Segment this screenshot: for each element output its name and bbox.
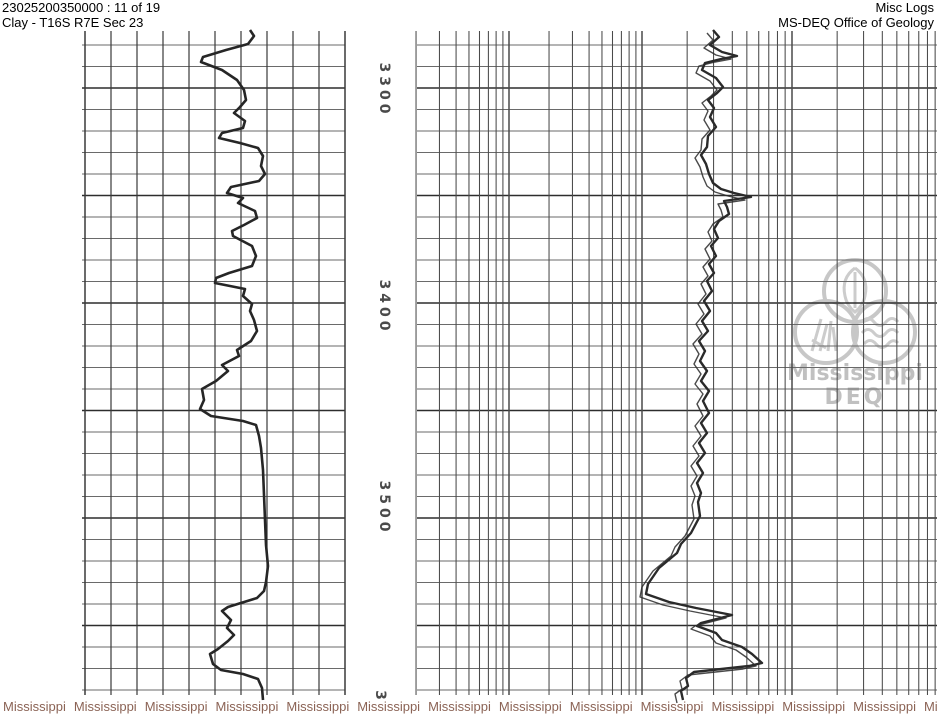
watermark-word: Mississippi [923, 699, 937, 714]
watermark-circle-right [851, 299, 917, 365]
depth-label: 3400 [376, 280, 392, 335]
watermark-word: Mississippi [357, 699, 421, 714]
left-track-grid [84, 31, 346, 695]
watermark-word: Mississippi [286, 699, 350, 714]
header-left: 23025200350000 : 11 of 19 Clay - T16S R7… [2, 0, 160, 30]
watermark-word: Mississippi [428, 699, 491, 714]
depth-label: 3300 [376, 63, 392, 118]
well-location: Clay - T16S R7E Sec 23 [2, 15, 144, 30]
depth-labels: 3300 3400 3500 3 [372, 63, 392, 700]
resistivity-curve [644, 29, 764, 701]
watermark-word: Mississippi [215, 699, 279, 714]
file-number-pagination: 23025200350000 : 11 of 19 [2, 0, 161, 15]
watermark-word: Mississippi [498, 699, 562, 714]
watermark-word: Mississippi [853, 699, 916, 714]
deq-watermark-logo: Mississippi DEQ [787, 258, 923, 410]
horizontal-grid-lines [82, 44, 937, 691]
grass-icon [810, 318, 838, 352]
leaf-icon [842, 266, 868, 314]
agency-name: MS-DEQ Office of Geology [778, 15, 934, 30]
mississippi-watermark-row: Mississippi Mississippi Mississippi Mississ… [3, 699, 937, 715]
watermark-word: Mississippi [711, 699, 775, 714]
header-right: Misc Logs MS-DEQ Office of Geology [778, 0, 934, 30]
watermark-word: Mississippi [144, 699, 208, 714]
right-track-log-grid [415, 31, 936, 695]
watermark-word: Mississippi [569, 699, 633, 714]
depth-label-partial: 3 [372, 690, 388, 700]
watermark-word: Mississippi [73, 699, 137, 714]
depth-label: 3500 [376, 481, 392, 536]
watermark-word: Mississippi [3, 699, 66, 714]
watermark-word: Mississippi [640, 699, 704, 714]
water-waves-icon [860, 317, 900, 349]
watermark-circle-left [793, 299, 859, 365]
resistivity-curve-shallow [639, 32, 757, 704]
watermark-word: Mississippi [782, 699, 846, 714]
sp-curve [198, 29, 270, 701]
watermark-text-mississippi: Mississippi [787, 361, 923, 386]
log-curves [198, 29, 764, 704]
log-type-label: Misc Logs [875, 0, 934, 15]
